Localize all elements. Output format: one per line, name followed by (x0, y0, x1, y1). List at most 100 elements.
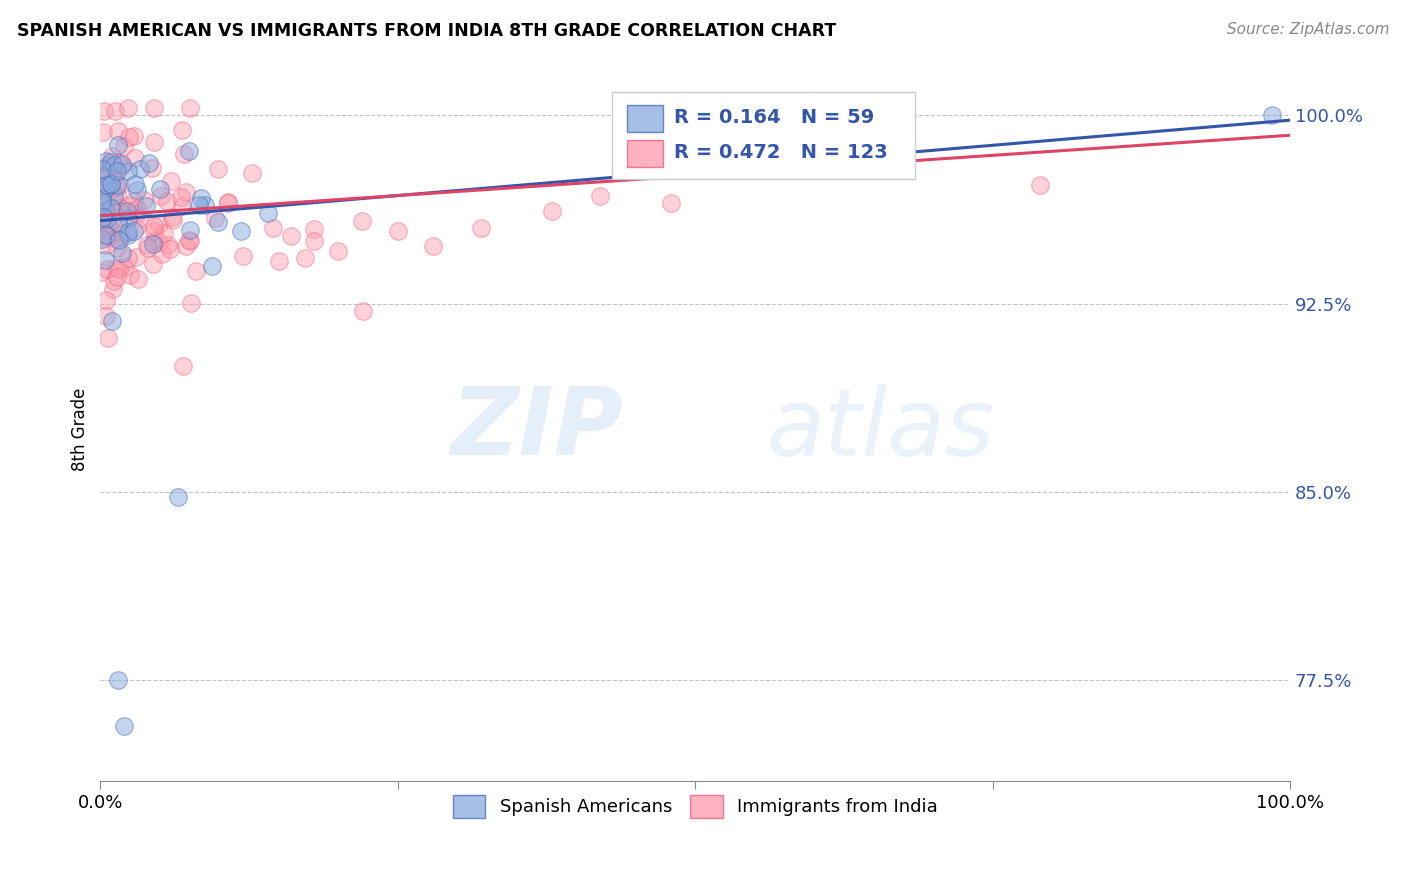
Spanish Americans (111, 246, 134, 260)
Spanish Americans (201, 259, 224, 273)
Immigrants from India (91, 168, 114, 182)
Immigrants from India (93, 190, 115, 204)
Immigrants from India (97, 331, 120, 345)
Immigrants from India (174, 239, 197, 253)
Spanish Americans (111, 156, 134, 170)
Immigrants from India (112, 138, 135, 153)
Immigrants from India (304, 234, 326, 248)
Spanish Americans (138, 155, 160, 169)
Immigrants from India (141, 161, 163, 176)
Immigrants from India (150, 246, 173, 260)
Spanish Americans (229, 224, 252, 238)
Spanish Americans (166, 490, 188, 504)
Immigrants from India (127, 272, 149, 286)
Text: SPANISH AMERICAN VS IMMIGRANTS FROM INDIA 8TH GRADE CORRELATION CHART: SPANISH AMERICAN VS IMMIGRANTS FROM INDI… (17, 22, 837, 40)
Immigrants from India (470, 221, 492, 235)
Immigrants from India (107, 203, 129, 218)
Immigrants from India (117, 199, 139, 213)
Spanish Americans (100, 201, 122, 215)
Immigrants from India (136, 241, 159, 255)
Text: ZIP: ZIP (451, 384, 624, 475)
Spanish Americans (107, 233, 129, 247)
Immigrants from India (150, 189, 173, 203)
Immigrants from India (352, 213, 374, 227)
Spanish Americans (149, 182, 172, 196)
Spanish Americans (177, 145, 200, 159)
Spanish Americans (112, 719, 135, 733)
Text: Source: ZipAtlas.com: Source: ZipAtlas.com (1226, 22, 1389, 37)
Spanish Americans (100, 178, 122, 192)
Immigrants from India (110, 227, 132, 242)
Immigrants from India (93, 103, 115, 118)
Immigrants from India (179, 233, 201, 247)
Immigrants from India (184, 264, 207, 278)
Immigrants from India (589, 188, 612, 202)
Immigrants from India (294, 251, 316, 265)
Immigrants from India (156, 238, 179, 252)
Immigrants from India (661, 196, 683, 211)
Immigrants from India (135, 237, 157, 252)
Immigrants from India (110, 201, 132, 215)
Immigrants from India (170, 199, 193, 213)
Immigrants from India (160, 174, 183, 188)
Spanish Americans (94, 169, 117, 183)
Spanish Americans (115, 204, 138, 219)
Spanish Americans (96, 153, 118, 168)
Immigrants from India (142, 224, 165, 238)
Immigrants from India (101, 149, 124, 163)
Text: R = 0.472   N = 123: R = 0.472 N = 123 (673, 144, 887, 162)
Immigrants from India (142, 234, 165, 248)
Immigrants from India (91, 125, 114, 139)
Spanish Americans (94, 227, 117, 242)
Spanish Americans (91, 232, 114, 246)
Immigrants from India (148, 218, 170, 232)
Immigrants from India (170, 189, 193, 203)
Immigrants from India (173, 359, 195, 374)
Immigrants from India (96, 310, 118, 324)
Spanish Americans (117, 228, 139, 243)
Spanish Americans (94, 252, 117, 267)
Spanish Americans (107, 673, 129, 688)
Immigrants from India (100, 161, 122, 175)
Spanish Americans (257, 206, 280, 220)
Immigrants from India (97, 158, 120, 172)
Immigrants from India (117, 251, 139, 265)
Immigrants from India (179, 234, 201, 248)
Spanish Americans (107, 138, 129, 153)
Immigrants from India (108, 262, 131, 277)
Immigrants from India (107, 155, 129, 169)
Spanish Americans (91, 161, 114, 176)
FancyBboxPatch shape (612, 92, 915, 179)
Immigrants from India (207, 161, 229, 176)
Immigrants from India (124, 194, 146, 208)
Immigrants from India (143, 219, 166, 234)
Immigrants from India (105, 270, 128, 285)
Immigrants from India (98, 160, 121, 174)
Spanish Americans (125, 183, 148, 197)
Immigrants from India (353, 304, 375, 318)
Immigrants from India (127, 205, 149, 219)
Spanish Americans (179, 223, 201, 237)
Immigrants from India (117, 204, 139, 219)
Legend: Spanish Americans, Immigrants from India: Spanish Americans, Immigrants from India (446, 789, 945, 825)
Immigrants from India (107, 218, 129, 232)
Spanish Americans (105, 178, 128, 192)
Spanish Americans (1261, 108, 1284, 122)
Spanish Americans (135, 199, 157, 213)
Immigrants from India (1029, 178, 1052, 193)
Spanish Americans (96, 203, 118, 218)
Immigrants from India (148, 235, 170, 250)
FancyBboxPatch shape (627, 105, 664, 132)
Spanish Americans (103, 158, 125, 172)
Spanish Americans (96, 178, 118, 192)
Immigrants from India (170, 122, 193, 136)
Spanish Americans (90, 192, 112, 206)
Immigrants from India (262, 221, 284, 235)
Immigrants from India (173, 146, 195, 161)
Immigrants from India (100, 201, 122, 215)
Immigrants from India (104, 103, 127, 118)
Immigrants from India (107, 124, 129, 138)
Immigrants from India (174, 185, 197, 199)
Immigrants from India (541, 203, 564, 218)
Immigrants from India (97, 228, 120, 243)
